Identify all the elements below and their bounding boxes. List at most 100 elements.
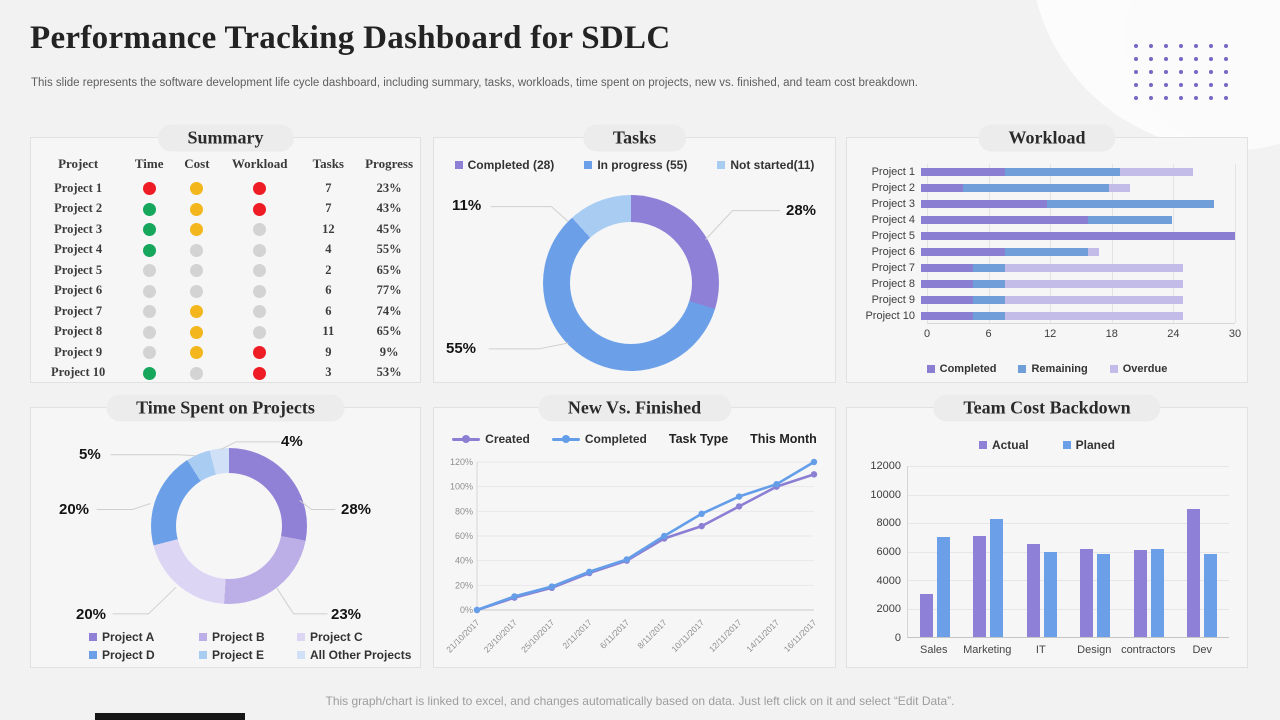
workload-bar-row[interactable]: Project 5 <box>859 228 1235 244</box>
legend-item[interactable]: Overdue <box>1109 363 1167 375</box>
y-tick-label: 6000 <box>876 546 901 558</box>
workload-bar-row[interactable]: Project 8 <box>859 276 1235 292</box>
category-label: Project 5 <box>871 230 915 242</box>
bar-group[interactable] <box>1015 466 1069 637</box>
tasks-panel[interactable]: Tasks Completed (28) In progress (55) Not … <box>433 124 836 383</box>
table-row[interactable]: Project 8 11 65% <box>31 322 420 343</box>
legend-item[interactable]: Project A <box>89 630 199 644</box>
status-gray-dot <box>253 305 267 319</box>
project-name-cell: Project 5 <box>54 262 103 277</box>
bar-group[interactable] <box>1122 466 1176 637</box>
table-row[interactable]: Project 2 7 43% <box>31 199 420 220</box>
new-vs-finished-panel[interactable]: New Vs. Finished Created Completed Task Ty… <box>433 394 836 668</box>
team-cost-panel[interactable]: Team Cost Backdown Actual Planed 0 2000 400… <box>846 394 1248 668</box>
table-row[interactable]: Project 10 3 53% <box>31 363 420 384</box>
status-green-dot <box>142 223 156 237</box>
status-cell <box>221 301 299 322</box>
status-cell <box>125 240 173 261</box>
table-row[interactable]: Project 1 7 23% <box>31 178 420 199</box>
team-cost-chart[interactable] <box>907 466 1229 638</box>
legend-item[interactable]: Project E <box>199 648 297 662</box>
status-cell <box>173 260 221 281</box>
deco-dot <box>1133 82 1138 87</box>
legend-header: This Month <box>750 432 817 446</box>
bar-groups <box>908 466 1229 637</box>
tasks-donut-chart[interactable] <box>543 195 719 371</box>
workload-bar-row[interactable]: Project 4 <box>859 212 1235 228</box>
legend-label: Actual <box>991 438 1029 452</box>
axis-tick-label: 16/11/2017 <box>782 617 819 654</box>
status-gray-dot <box>253 325 267 339</box>
legend-item[interactable]: Project B <box>199 630 297 644</box>
progress-cell: 77% <box>376 283 402 298</box>
workload-chart[interactable]: Project 1 Project 2 Project 3 Project 4 Proj… <box>859 164 1236 324</box>
status-gray-dot <box>253 264 267 278</box>
bar-segment-overdue <box>1004 280 1183 288</box>
legend-item[interactable]: Actual <box>978 438 1029 452</box>
workload-bar-row[interactable]: Project 1 <box>859 164 1235 180</box>
bar-group[interactable] <box>1069 466 1123 637</box>
time-spent-legend: Project A Project B Project C Project D Proj… <box>89 630 437 662</box>
table-row[interactable]: Project 9 9 9% <box>31 342 420 363</box>
legend-item[interactable]: Completed <box>926 363 996 375</box>
deco-dot <box>1178 57 1183 62</box>
tasks-count-cell: 7 <box>325 180 332 195</box>
status-cell <box>221 219 299 240</box>
status-red-dot <box>253 182 267 196</box>
legend-item[interactable]: In progress (55) <box>584 158 687 172</box>
legend-item[interactable]: Not started(11) <box>717 158 814 172</box>
legend-label: Project E <box>212 648 265 662</box>
column-header-project: Project <box>58 156 99 171</box>
bar-group[interactable] <box>1176 466 1230 637</box>
project-name-cell: Project 1 <box>54 180 103 195</box>
bar-group[interactable] <box>908 466 962 637</box>
status-yellow-dot <box>190 305 204 319</box>
category-label: Project 6 <box>871 246 915 258</box>
legend-item[interactable]: Planed <box>1062 438 1115 452</box>
status-cell <box>125 281 173 302</box>
workload-bar-row[interactable]: Project 2 <box>859 180 1235 196</box>
line-series-created[interactable] <box>475 473 816 612</box>
legend-item[interactable]: Completed <box>551 432 647 446</box>
legend-item[interactable]: All Other Projects <box>297 648 437 662</box>
new-vs-finished-chart-area[interactable]: 0% 20% 40% 60% 80% 100% 120% 21/10/2017 23/10/20… <box>443 452 828 662</box>
grid-line <box>1173 164 1175 323</box>
workload-bar-row[interactable]: Project 9 <box>859 292 1235 308</box>
workload-bar-row[interactable]: Project 10 <box>859 308 1235 324</box>
legend-label: Project B <box>212 630 265 644</box>
bar-track <box>921 280 1235 288</box>
workload-bar-row[interactable]: Project 3 <box>859 196 1235 212</box>
legend-item[interactable]: Created <box>452 432 530 446</box>
line-series-completed[interactable] <box>475 460 816 612</box>
bar-track <box>921 312 1235 320</box>
time-spent-donut-chart[interactable] <box>151 448 307 604</box>
bar-segment-overdue <box>1119 168 1194 176</box>
legend-item[interactable]: Remaining <box>1018 363 1088 375</box>
legend-item[interactable]: Completed (28) <box>454 158 554 172</box>
legend-swatch <box>89 651 97 659</box>
workload-panel[interactable]: Workload Project 1 Project 2 Project 3 Proj… <box>846 124 1248 383</box>
summary-panel[interactable]: Summary Project Time Cost Workload Tasks… <box>30 124 421 384</box>
deco-dot <box>1133 69 1138 74</box>
legend-item[interactable]: Project D <box>89 648 199 662</box>
bar-group[interactable] <box>962 466 1016 637</box>
bar-actual <box>973 535 987 637</box>
workload-bar-row[interactable]: Project 6 <box>859 244 1235 260</box>
table-row[interactable]: Project 4 4 55% <box>31 240 420 261</box>
tasks-count-cell: 12 <box>322 221 335 236</box>
table-row[interactable]: Project 3 12 45% <box>31 219 420 240</box>
legend-item[interactable]: Project C <box>297 630 437 644</box>
x-tick-label: 0 <box>923 328 931 340</box>
slice-label-completed: 28% <box>786 202 817 219</box>
deco-dot <box>1194 95 1199 100</box>
workload-bar-row[interactable]: Project 7 <box>859 260 1235 276</box>
bar-segment-completed <box>921 184 963 192</box>
status-cell <box>221 363 299 384</box>
line-chart[interactable]: 0% 20% 40% 60% 80% 100% 120% 21/10/2017 23/10/20… <box>443 452 828 662</box>
deco-dot <box>1178 95 1183 100</box>
time-spent-panel[interactable]: Time Spent on Projects 28% 23% 20% 20% 5… <box>30 394 421 668</box>
table-row[interactable]: Project 7 6 74% <box>31 301 420 322</box>
table-row[interactable]: Project 5 2 65% <box>31 260 420 281</box>
table-row[interactable]: Project 6 6 77% <box>31 281 420 302</box>
status-gray-dot <box>142 325 156 339</box>
